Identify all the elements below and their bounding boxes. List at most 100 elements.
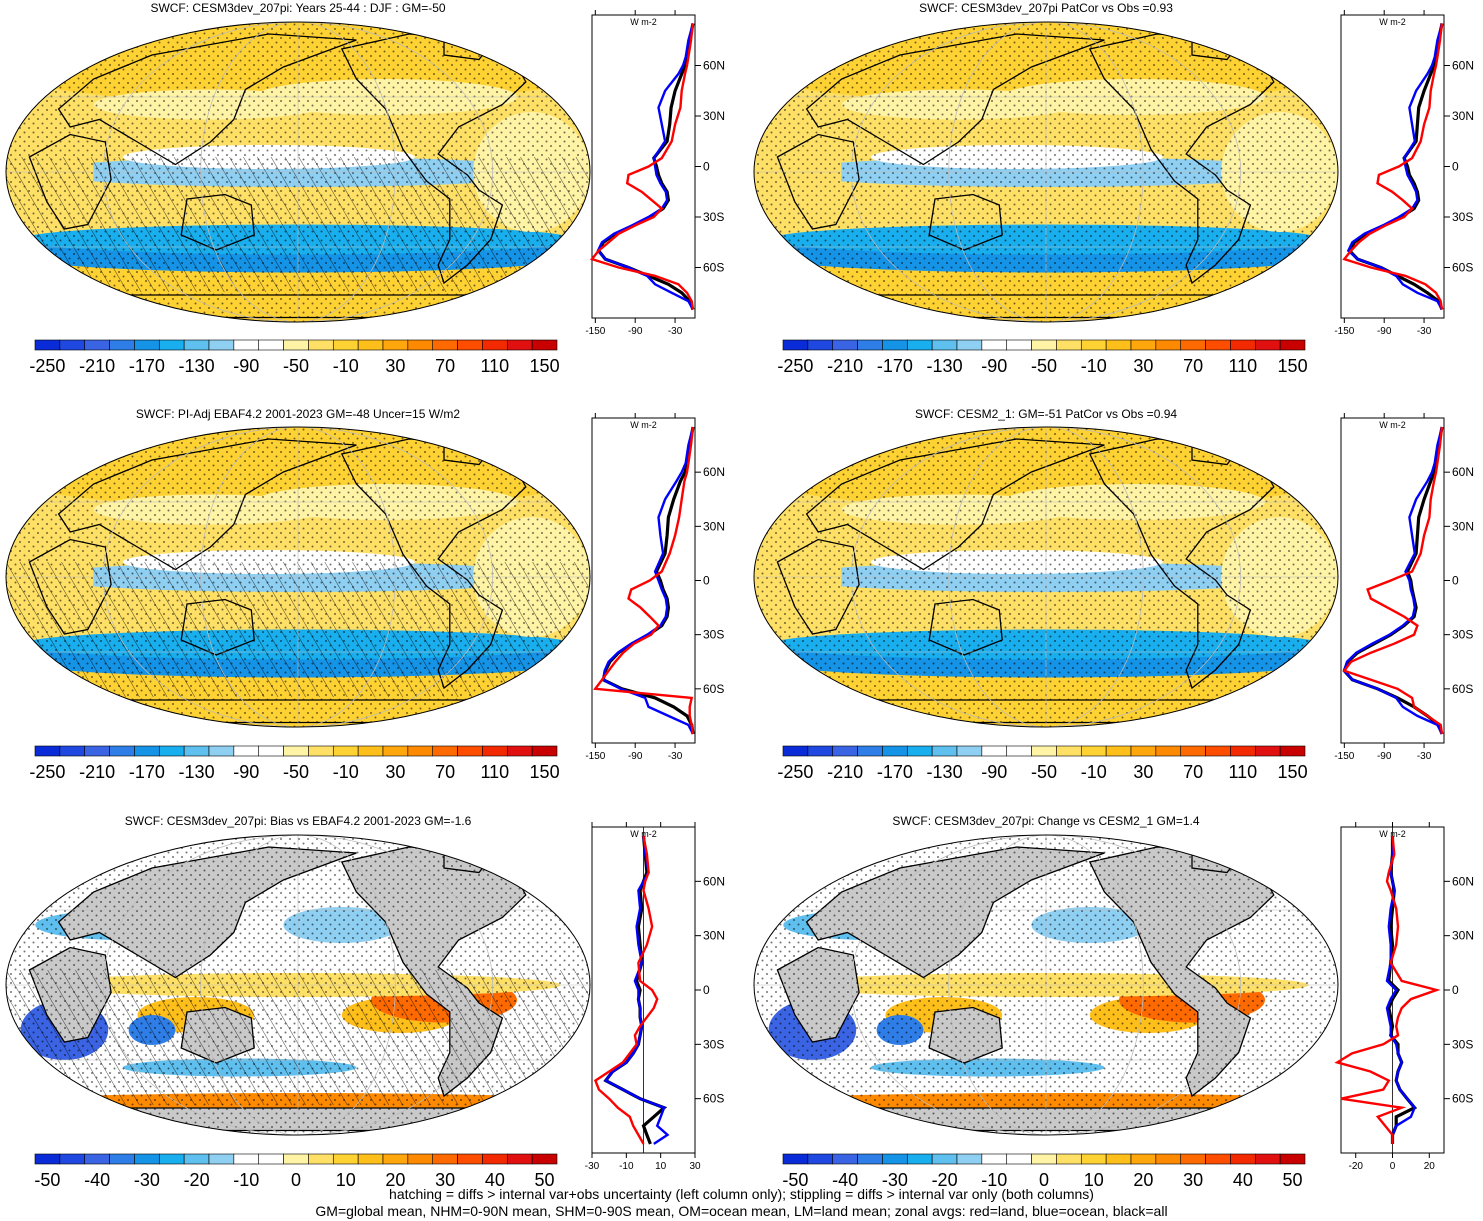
colorbar-swatch (1230, 339, 1256, 351)
zonal-line-land (1334, 835, 1441, 1144)
colorbar-label: -50 (283, 762, 309, 782)
colorbar-label: -10 (233, 1170, 259, 1190)
colorbar-swatch (1056, 745, 1082, 757)
colorbar-label: 150 (530, 762, 560, 782)
colorbar-label: -50 (34, 1170, 60, 1190)
colorbar-label: -30 (134, 1170, 160, 1190)
colorbar-swatch (432, 745, 458, 757)
zonal-xtick-label: -20 (1348, 1161, 1363, 1172)
colorbar-4: -250 -210 -170 -130 -90 -50 -10 30 70 110 150 (777, 745, 1308, 782)
zonal-xtick-label: -30 (1417, 326, 1432, 337)
zonal-ytick-label: 60S (1452, 261, 1473, 275)
zonal-line-land (589, 23, 695, 310)
zonal-ytick-label: 30N (1452, 519, 1474, 533)
colorbar-label: -90 (233, 356, 259, 376)
colorbar-swatch (531, 745, 558, 757)
colorbar-swatch (1056, 1153, 1082, 1165)
colorbar-swatch (1180, 339, 1206, 351)
zonal-ytick-label: 30S (1452, 628, 1473, 642)
colorbar-swatch (506, 339, 533, 351)
colorbar-label: 150 (530, 356, 560, 376)
colorbar-label: -90 (233, 762, 259, 782)
map-title: SWCF: PI-Adj EBAF4.2 2001-2023 GM=-48 Un… (136, 407, 460, 421)
colorbar-label: -30 (882, 1170, 908, 1190)
colorbar-swatch (482, 745, 508, 757)
colorbar-label: 40 (1233, 1170, 1253, 1190)
map-outline (753, 21, 1339, 323)
colorbar-6: -50 -40 -30 -20 -10 0 10 20 30 40 50 (782, 1153, 1306, 1190)
zonal-panel-3: -150 -90 -30 60N 30N 0 30S 60S W m-2 (585, 413, 725, 762)
colorbar-swatch (1031, 339, 1057, 351)
colorbar-swatch (407, 1153, 434, 1165)
colorbar-swatch (882, 1153, 908, 1165)
colorbar-label: 30 (435, 1170, 455, 1190)
colorbar-swatch (84, 745, 110, 757)
colorbar-label: 50 (535, 1170, 555, 1190)
zonal-ytick-label: 30N (703, 929, 725, 943)
colorbar-swatch (208, 745, 235, 757)
colorbar-label: -130 (179, 762, 215, 782)
zonal-line-land (593, 426, 695, 735)
colorbar-swatch (782, 745, 809, 757)
zonal-ytick-label: 30S (703, 628, 724, 642)
colorbar-label: 70 (1183, 762, 1203, 782)
colorbar-label: 0 (291, 1170, 301, 1190)
map-panel-6: SWCF: CESM3dev_207pi: Change vs CESM2_1 … (753, 814, 1339, 1136)
colorbar-swatch (158, 1153, 185, 1165)
colorbar-swatch (457, 339, 483, 351)
zonal-line-land (593, 835, 659, 1145)
colorbar-swatch (158, 745, 185, 757)
colorbar-swatch (956, 339, 983, 351)
colorbar-swatch (1155, 745, 1182, 757)
colorbar-swatch (382, 339, 409, 351)
colorbar-label: -20 (932, 1170, 958, 1190)
colorbar-swatch (1254, 745, 1281, 757)
zonal-panel-1: -150 -90 -30 60N 30N 0 30S 60S W m-2 (585, 10, 725, 337)
zonal-unit: W m-2 (630, 829, 657, 839)
colorbar-swatch (1180, 745, 1206, 757)
footer-line-1: hatching = diffs > internal var+obs unce… (389, 1186, 1094, 1202)
colorbar-swatch (906, 1153, 933, 1165)
colorbar-swatch (407, 339, 434, 351)
zonal-ytick-label: 60N (703, 874, 725, 888)
colorbar-label: 30 (385, 762, 405, 782)
colorbar-swatch (882, 339, 908, 351)
colorbar-label: 70 (1183, 356, 1203, 376)
colorbar-swatch (1155, 339, 1182, 351)
colorbar-swatch (258, 745, 284, 757)
map-outline (5, 21, 591, 323)
colorbar-label: -10 (333, 356, 359, 376)
zonal-xtick-label: -30 (1417, 751, 1432, 762)
colorbar-label: 70 (435, 762, 455, 782)
zonal-ytick-label: 60N (1452, 465, 1474, 479)
colorbar-swatch (283, 339, 309, 351)
colorbar-swatch (382, 1153, 409, 1165)
colorbar-label: 30 (1133, 356, 1153, 376)
colorbar-swatch (134, 339, 160, 351)
map-panel-2: SWCF: CESM3dev_207pi PatCor vs Obs =0.93 (753, 1, 1339, 323)
colorbar-label: 10 (336, 1170, 356, 1190)
colorbar-swatch (1031, 1153, 1057, 1165)
colorbar-label: 20 (385, 1170, 405, 1190)
map-title: SWCF: CESM3dev_207pi PatCor vs Obs =0.93 (919, 1, 1173, 15)
map-panel-4: SWCF: CESM2_1: GM=-51 PatCor vs Obs =0.9… (753, 407, 1339, 728)
colorbar-swatch (457, 1153, 483, 1165)
colorbar-swatch (109, 745, 135, 757)
colorbar-swatch (134, 745, 160, 757)
zonal-ytick-label: 30N (703, 109, 725, 123)
map-title: SWCF: CESM3dev_207pi: Bias vs EBAF4.2 20… (125, 814, 472, 828)
zonal-xtick-label: -150 (585, 751, 605, 762)
zonal-xtick-label: -150 (585, 326, 605, 337)
zonal-unit: W m-2 (630, 420, 657, 430)
colorbar-label: -20 (184, 1170, 210, 1190)
colorbar-swatch (882, 745, 908, 757)
zonal-ytick-label: 30S (703, 1037, 724, 1051)
colorbar-swatch (857, 1153, 883, 1165)
zonal-ytick-label: 60N (1452, 59, 1474, 73)
colorbar-swatch (208, 339, 235, 351)
zonal-unit: W m-2 (630, 17, 657, 27)
colorbar-swatch (382, 745, 409, 757)
colorbar-swatch (482, 339, 508, 351)
colorbar-label: -250 (777, 762, 813, 782)
map-outline (753, 426, 1339, 728)
